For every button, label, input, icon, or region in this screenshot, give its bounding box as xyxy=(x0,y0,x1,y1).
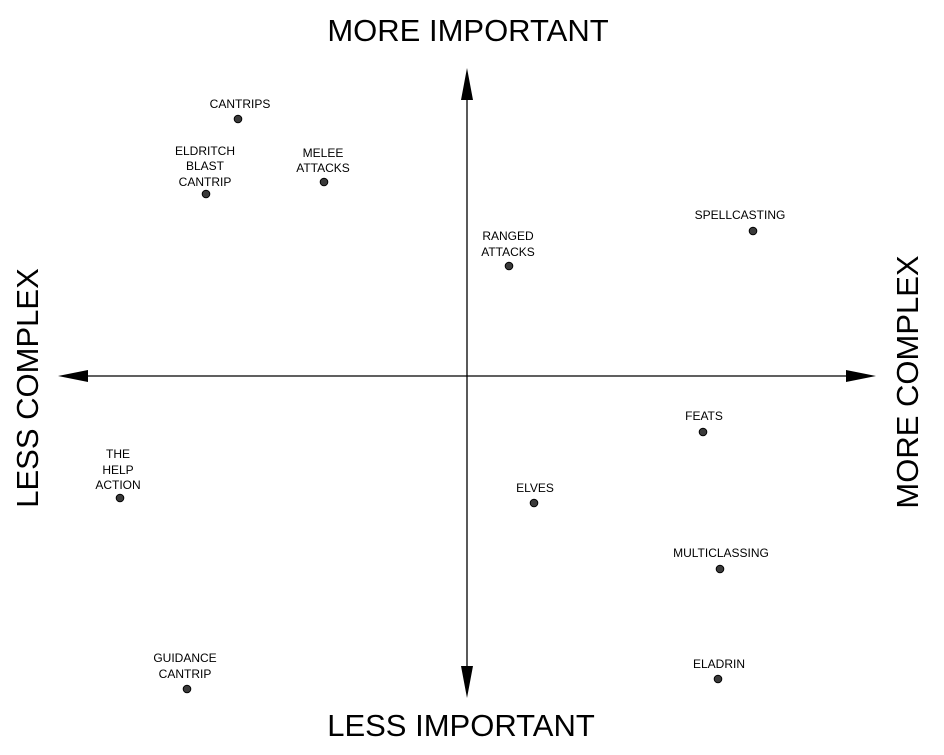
point-label-line: ATTACKS xyxy=(296,161,350,175)
point-label-line: ELDRITCH xyxy=(175,144,235,158)
point-label-line: HELP xyxy=(102,463,133,477)
point-eladrin: ELADRIN xyxy=(693,657,745,684)
axis-title-more-important: MORE IMPORTANT xyxy=(327,13,608,48)
point-label-line: CANTRIPS xyxy=(210,97,271,111)
point-marker xyxy=(715,564,725,574)
point-marker xyxy=(201,189,211,199)
point-guidance-cantrip: GUIDANCE CANTRIP xyxy=(153,651,217,694)
point-ranged-attacks: RANGED ATTACKS xyxy=(481,229,535,271)
point-marker xyxy=(529,498,539,508)
point-elves: ELVES xyxy=(516,481,554,508)
point-marker xyxy=(748,226,758,236)
point-label-line: GUIDANCE xyxy=(153,651,216,665)
point-melee-attacks: MELEE ATTACKS xyxy=(296,146,350,187)
point-label-line: ELVES xyxy=(516,481,554,495)
point-eldritch-blast-cantrip: ELDRITCH BLAST CANTRIP xyxy=(175,144,235,199)
right-arrowhead xyxy=(846,370,876,382)
point-marker xyxy=(182,684,192,694)
top-arrowhead xyxy=(461,68,473,100)
axis-title-less-important: LESS IMPORTANT xyxy=(327,708,595,743)
left-arrowhead xyxy=(58,370,88,382)
point-marker xyxy=(698,427,708,437)
point-marker xyxy=(713,674,723,684)
point-marker xyxy=(115,493,125,503)
point-the-help-action: THE HELP ACTION xyxy=(95,447,141,503)
point-label-line: CANTRIP xyxy=(159,667,212,681)
point-marker xyxy=(504,261,514,271)
point-label-line: ATTACKS xyxy=(481,245,535,259)
bottom-arrowhead xyxy=(461,666,473,698)
point-marker xyxy=(319,177,329,187)
point-label-line: ELADRIN xyxy=(693,657,745,671)
point-label-line: MELEE xyxy=(303,146,344,160)
point-label-line: THE xyxy=(106,447,130,461)
point-multiclassing: MULTICLASSING xyxy=(673,546,769,574)
point-label-line: BLAST xyxy=(186,159,225,173)
point-label-line: SPELLCASTING xyxy=(695,208,786,222)
point-marker xyxy=(233,114,243,124)
axis-title-less-complex: LESS COMPLEX xyxy=(10,268,45,508)
point-label-line: CANTRIP xyxy=(179,175,232,189)
point-label-line: ACTION xyxy=(95,478,140,492)
point-label-line: MULTICLASSING xyxy=(673,546,769,560)
point-cantrips: CANTRIPS xyxy=(210,97,271,124)
axis-title-more-complex: MORE COMPLEX xyxy=(890,255,925,509)
point-feats: FEATS xyxy=(685,409,723,437)
point-label-line: RANGED xyxy=(482,229,534,243)
point-spellcasting: SPELLCASTING xyxy=(695,208,786,236)
point-label-line: FEATS xyxy=(685,409,723,423)
